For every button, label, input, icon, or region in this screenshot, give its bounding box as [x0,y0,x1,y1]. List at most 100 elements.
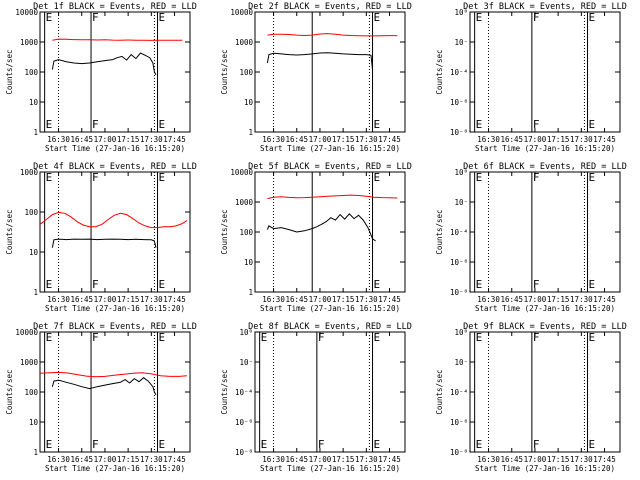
plot-frame [40,332,190,452]
y-tick-label: 10⁻⁲ [454,38,468,47]
y-tick-label: 1 [33,288,38,297]
x-tick-label: 16:45 [285,295,308,304]
marker-flag-top: F [533,171,540,184]
y-tick-label: 10000 [15,8,38,17]
plot-frame [40,12,190,132]
x-tick-label: 17:30 [140,295,163,304]
y-axis-label: Counts/sec [435,369,444,414]
x-axis-label: Start Time (27-Jan-16 16:15:20) [260,304,400,313]
plot-frame [255,12,405,132]
chart-title: Det 2f BLACK = Events, RED = LLD [248,2,412,12]
marker-flag-top: E [476,171,483,184]
x-axis-label: Start Time (27-Jan-16 16:15:20) [45,464,185,473]
y-axis-label: Counts/sec [5,49,14,94]
marker-flag-bottom: F [533,118,540,131]
y-tick-label: 1000 [235,38,254,47]
plot-frame [470,12,620,132]
y-tick-label: 1000 [20,358,39,367]
y-axis-label: Counts/sec [220,209,229,254]
chart-panel-7: Det 7f BLACK = Events, RED = LLD11010010… [5,322,197,473]
chart-title: Det 6f BLACK = Events, RED = LLD [463,162,627,172]
x-tick-label: 16:30 [262,455,285,464]
x-tick-label: 17:30 [570,295,593,304]
x-tick-label: 17:30 [140,455,163,464]
marker-flag-top: F [533,11,540,24]
y-tick-label: 1 [33,128,38,137]
marker-flag-top: E [46,171,53,184]
series-line-lld [40,212,187,227]
marker-flag-bottom: F [92,278,99,291]
marker-flag-bottom: E [476,118,483,131]
x-tick-label: 17:15 [117,135,140,144]
x-tick-label: 17:30 [140,135,163,144]
y-tick-label: 10⁰ [454,328,468,337]
y-tick-label: 10⁰ [454,168,468,177]
x-tick-label: 17:45 [378,135,401,144]
chart-title: Det 9f BLACK = Events, RED = LLD [463,322,627,332]
y-tick-label: 10⁻⁴ [450,388,468,397]
marker-flag-top: E [374,11,381,24]
y-tick-label: 10 [29,98,39,107]
marker-flag-bottom: E [46,438,53,451]
y-tick-label: 1000 [20,38,39,47]
y-tick-label: 100 [24,68,38,77]
series-line-events [52,53,156,75]
x-tick-label: 17:00 [524,295,547,304]
marker-flag-top: E [476,11,483,24]
x-axis-label: Start Time (27-Jan-16 16:15:20) [475,464,615,473]
y-tick-label: 10⁻⁲ [454,358,468,367]
marker-flag-top: E [589,171,596,184]
marker-flag-bottom: F [533,438,540,451]
chart-title: Det 1f BLACK = Events, RED = LLD [33,2,197,12]
marker-flag-top: F [318,331,325,344]
marker-flag-bottom: E [261,438,268,451]
marker-flag-top: F [92,331,99,344]
y-tick-label: 100 [24,388,38,397]
marker-flag-top: F [533,331,540,344]
marker-flag-top: E [589,331,596,344]
y-tick-label: 100 [239,68,253,77]
marker-flag-bottom: E [589,438,596,451]
marker-flag-top: E [159,331,166,344]
x-tick-label: 16:30 [477,455,500,464]
marker-flag-bottom: E [159,118,166,131]
x-tick-label: 17:45 [378,295,401,304]
x-tick-label: 16:30 [477,295,500,304]
marker-flag-top: E [374,171,381,184]
y-tick-label: 1 [33,448,38,457]
marker-flag-bottom: E [46,278,53,291]
chart-title: Det 3f BLACK = Events, RED = LLD [463,2,627,12]
x-tick-label: 17:15 [332,295,355,304]
chart-panel-4: Det 4f BLACK = Events, RED = LLD11010010… [5,162,197,313]
marker-flag-bottom: E [476,278,483,291]
x-tick-label: 17:45 [163,135,186,144]
x-tick-label: 16:45 [285,455,308,464]
plot-frame [470,332,620,452]
series-line-events [267,214,375,241]
marker-flag-bottom: E [46,118,53,131]
plot-frame [255,332,405,452]
y-tick-label: 10⁰ [239,328,253,337]
x-tick-label: 17:00 [524,455,547,464]
y-tick-label: 10⁻⁶ [450,258,468,267]
x-tick-label: 17:00 [309,455,332,464]
y-tick-label: 10⁻⁲ [239,358,253,367]
x-tick-label: 17:30 [570,455,593,464]
chart-panel-3: Det 3f BLACK = Events, RED = LLD10⁻⁸10⁻⁶… [435,2,627,153]
marker-flag-top: E [46,331,53,344]
marker-flag-top: E [46,11,53,24]
x-tick-label: 17:00 [94,455,117,464]
y-tick-label: 10⁻⁴ [450,68,468,77]
x-tick-label: 17:00 [94,295,117,304]
x-tick-label: 16:45 [500,135,523,144]
x-tick-label: 16:45 [70,455,93,464]
y-tick-label: 10 [244,258,254,267]
marker-flag-bottom: E [374,118,381,131]
marker-flag-bottom: E [374,438,381,451]
y-tick-label: 1000 [235,198,254,207]
x-tick-label: 17:45 [593,455,616,464]
y-tick-label: 10⁻⁸ [450,448,468,457]
chart-panel-5: Det 5f BLACK = Events, RED = LLD11010010… [220,162,412,313]
y-axis-label: Counts/sec [220,369,229,414]
chart-title: Det 8f BLACK = Events, RED = LLD [248,322,412,332]
